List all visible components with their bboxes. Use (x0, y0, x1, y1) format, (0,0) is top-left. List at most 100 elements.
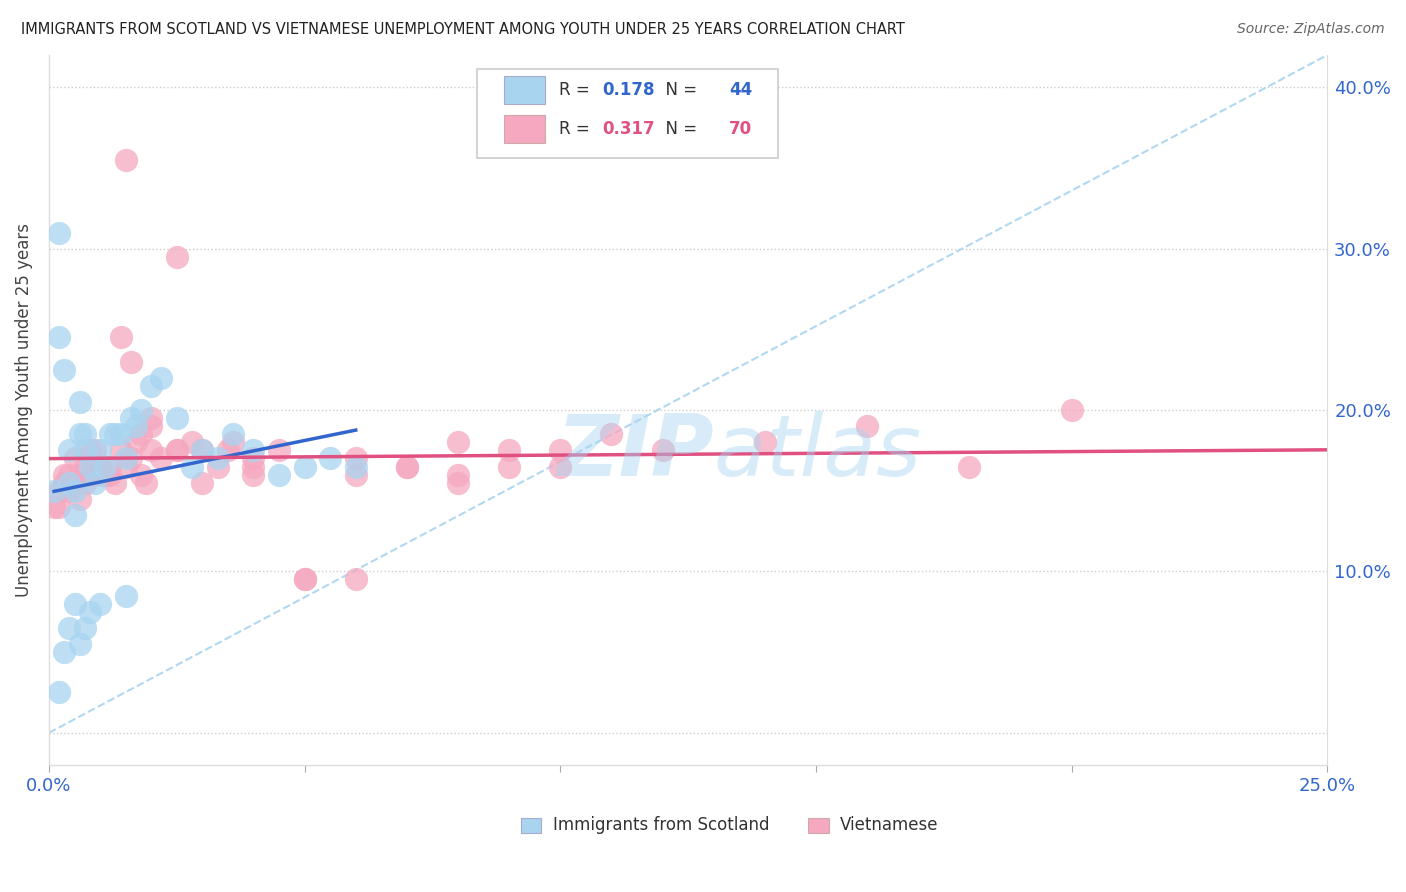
Point (104, 475, 127, 490)
Point (120, 411, 142, 425)
Point (63, 483, 86, 498)
FancyBboxPatch shape (477, 70, 778, 158)
Point (207, 451, 229, 466)
Point (447, 475, 470, 490)
Point (58, 621, 80, 635)
Point (141, 411, 163, 425)
Point (42, 483, 65, 498)
Point (63, 508, 86, 522)
Point (129, 427, 152, 442)
FancyBboxPatch shape (503, 76, 546, 104)
Text: N =: N = (655, 120, 702, 138)
Point (58, 483, 80, 498)
Point (58, 475, 80, 490)
Point (267, 443, 290, 458)
Point (267, 467, 290, 482)
Point (120, 451, 142, 466)
Text: R =: R = (560, 120, 595, 138)
Point (110, 443, 132, 458)
Point (319, 451, 342, 466)
Point (98, 459, 121, 474)
Point (84, 475, 107, 490)
Point (222, 427, 245, 442)
Point (242, 459, 264, 474)
Text: Immigrants from Scotland: Immigrants from Scotland (553, 816, 769, 834)
Point (69, 637, 91, 651)
Point (42, 500, 65, 514)
FancyBboxPatch shape (520, 818, 541, 833)
Point (53, 363, 76, 377)
Point (89, 443, 111, 458)
Text: 0.178: 0.178 (602, 81, 655, 99)
Point (294, 573, 316, 587)
Point (242, 451, 264, 466)
Point (48, 483, 70, 498)
Point (135, 475, 157, 490)
Point (498, 443, 520, 458)
Point (191, 443, 214, 458)
Point (58, 443, 80, 458)
Point (166, 250, 188, 264)
Point (84, 443, 107, 458)
FancyBboxPatch shape (808, 818, 828, 833)
Text: Vietnamese: Vietnamese (841, 816, 939, 834)
Point (242, 467, 264, 482)
Point (125, 435, 148, 450)
Point (447, 467, 470, 482)
Point (129, 467, 152, 482)
Point (73, 427, 96, 442)
Point (69, 395, 91, 409)
Text: atlas: atlas (714, 411, 922, 494)
Point (498, 459, 520, 474)
Text: 70: 70 (728, 120, 752, 138)
Point (94, 467, 117, 482)
Point (58, 467, 80, 482)
Point (447, 435, 470, 450)
Point (217, 443, 239, 458)
Point (344, 573, 367, 587)
Point (53, 475, 76, 490)
Point (120, 354, 142, 368)
Point (89, 597, 111, 611)
Point (53, 645, 76, 659)
Point (63, 475, 86, 490)
Point (73, 621, 96, 635)
Point (89, 459, 111, 474)
Point (957, 459, 980, 474)
Point (114, 589, 136, 603)
Point (129, 403, 152, 417)
Text: Source: ZipAtlas.com: Source: ZipAtlas.com (1237, 22, 1385, 37)
Point (1060, 403, 1083, 417)
Point (63, 451, 86, 466)
Point (754, 435, 776, 450)
Text: R =: R = (560, 81, 595, 99)
Point (84, 459, 107, 474)
Point (294, 459, 316, 474)
Y-axis label: Unemployment Among Youth under 25 years: Unemployment Among Youth under 25 years (15, 223, 32, 597)
Point (181, 435, 204, 450)
Point (79, 443, 101, 458)
Point (98, 467, 121, 482)
Point (294, 573, 316, 587)
Text: 0.317: 0.317 (602, 120, 655, 138)
Point (48, 685, 70, 699)
Point (73, 443, 96, 458)
Point (207, 459, 229, 474)
Point (79, 605, 101, 619)
Point (166, 443, 188, 458)
Point (114, 153, 136, 167)
Point (856, 419, 879, 434)
Point (94, 459, 117, 474)
Point (104, 427, 127, 442)
Point (63, 597, 86, 611)
Point (114, 451, 136, 466)
Point (222, 435, 245, 450)
Point (69, 427, 91, 442)
Point (141, 443, 163, 458)
Point (141, 419, 163, 434)
Point (110, 330, 132, 344)
Point (548, 443, 571, 458)
Point (73, 475, 96, 490)
Point (69, 467, 91, 482)
Point (344, 451, 367, 466)
